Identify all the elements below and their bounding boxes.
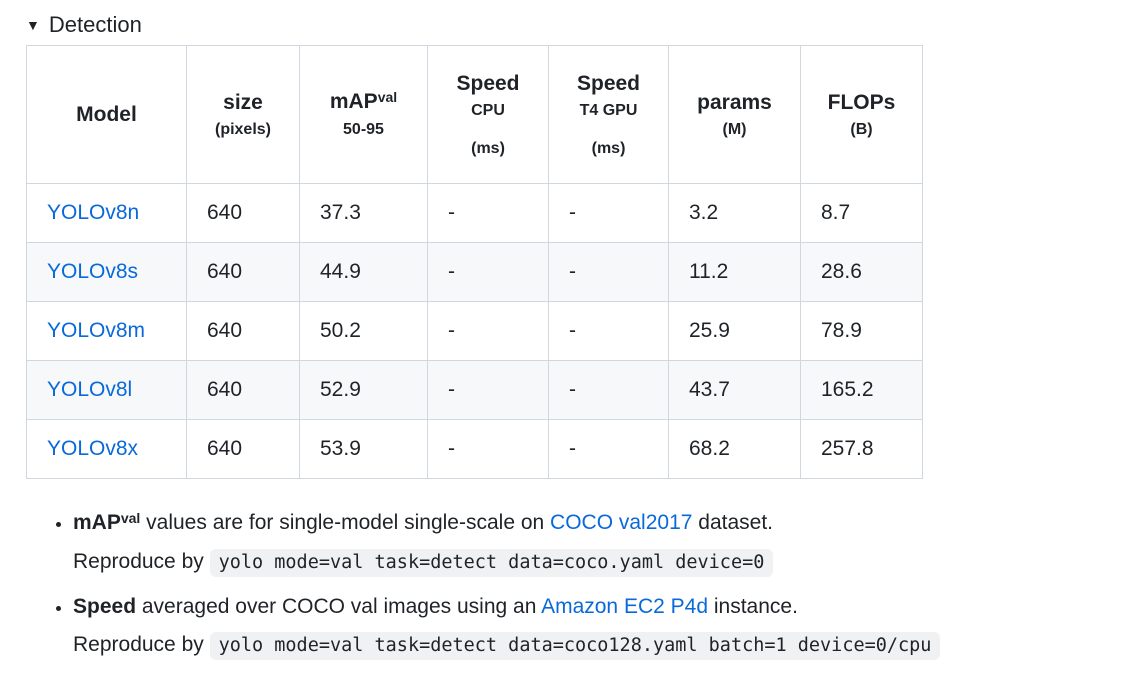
footnote-text-end: dataset.: [692, 511, 774, 534]
reproduce-label: Reproduce by: [73, 633, 210, 656]
speed-cpu-cell: -: [427, 242, 549, 302]
column-header-params: params (M): [668, 45, 801, 184]
map-superscript: val: [377, 88, 398, 105]
size-cell: 640: [186, 301, 300, 361]
map-cell: 53.9: [299, 419, 428, 479]
model-link-yolov8l[interactable]: YOLOv8l: [47, 378, 133, 401]
footnote-speed-text: Speed averaged over COCO val images usin…: [73, 592, 1100, 622]
table-footnotes: mAPval values are for single-model singl…: [26, 508, 1100, 661]
column-header-map: mAPval 50-95: [299, 45, 428, 184]
model-link-yolov8n[interactable]: YOLOv8n: [47, 201, 140, 224]
column-header-range: 50-95: [343, 121, 384, 138]
speed-cpu-cell: -: [427, 419, 549, 479]
flops-cell: 165.2: [800, 360, 923, 420]
column-header-label: Model: [76, 102, 137, 126]
detection-benchmark-table: Model size (pixels) mAPval 50-95 Speed C…: [26, 45, 923, 479]
column-header-unit: (B): [850, 120, 873, 138]
section-title: Detection: [48, 12, 142, 37]
table-row-yolov8m: YOLOv8m 640 50.2 - - 25.9 78.9: [26, 301, 923, 361]
map-cell: 44.9: [299, 242, 428, 302]
reproduce-command: yolo mode=val task=detect data=coco.yaml…: [209, 549, 774, 577]
model-cell: YOLOv8x: [26, 419, 187, 479]
model-cell: YOLOv8n: [26, 183, 187, 243]
footnote-speed-reproduce: Reproduce by yolo mode=val task=detect d…: [73, 630, 1100, 661]
table-row-yolov8n: YOLOv8n 640 37.3 - - 3.2 8.7: [26, 183, 923, 243]
footnote-map: mAPval values are for single-model singl…: [73, 508, 1100, 578]
coco-val2017-link[interactable]: COCO val2017: [550, 511, 693, 534]
size-cell: 640: [186, 183, 300, 243]
speed-cpu-cell: -: [427, 360, 549, 420]
speed-gpu-cell: -: [548, 301, 669, 361]
params-cell: 25.9: [668, 301, 801, 361]
table-header-row: Model size (pixels) mAPval 50-95 Speed C…: [26, 45, 923, 184]
column-header-unit: (M): [722, 120, 747, 138]
map-cell: 52.9: [299, 360, 428, 420]
column-header-label: size: [223, 90, 263, 114]
footnote-text: averaged over COCO val images using an: [136, 595, 542, 618]
map-cell: 50.2: [299, 301, 428, 361]
column-header-device: CPU: [471, 101, 505, 119]
speed-gpu-cell: -: [548, 360, 669, 420]
table-header: Model size (pixels) mAPval 50-95 Speed C…: [26, 45, 923, 184]
model-link-yolov8m[interactable]: YOLOv8m: [47, 319, 146, 342]
params-cell: 3.2: [668, 183, 801, 243]
model-cell: YOLOv8m: [26, 301, 187, 361]
size-cell: 640: [186, 242, 300, 302]
params-cell: 68.2: [668, 419, 801, 479]
speed-gpu-cell: -: [548, 242, 669, 302]
size-cell: 640: [186, 360, 300, 420]
column-header-model: Model: [26, 45, 187, 184]
footnote-map-text: mAPval values are for single-model singl…: [73, 508, 1100, 539]
speed-gpu-cell: -: [548, 419, 669, 479]
params-cell: 43.7: [668, 360, 801, 420]
footnote-bold-term: mAP: [73, 511, 121, 534]
column-header-speed-cpu: Speed CPU (ms): [427, 45, 549, 184]
params-cell: 11.2: [668, 242, 801, 302]
model-link-yolov8s[interactable]: YOLOv8s: [47, 260, 139, 283]
flops-cell: 257.8: [800, 419, 923, 479]
column-header-label: Speed: [576, 71, 641, 95]
table-body: YOLOv8n 640 37.3 - - 3.2 8.7 YOLOv8s 640…: [26, 183, 923, 479]
column-header-speed-gpu: Speed T4 GPU (ms): [548, 45, 669, 184]
footnote-superscript: val: [120, 509, 141, 526]
column-header-unit: (pixels): [214, 120, 271, 138]
disclosure-triangle-icon: ▼: [26, 17, 40, 33]
speed-cpu-cell: -: [427, 183, 549, 243]
column-header-unit: (ms): [591, 139, 626, 157]
footnote-text-end: instance.: [708, 595, 798, 618]
flops-cell: 78.9: [800, 301, 923, 361]
amazon-ec2-p4d-link[interactable]: Amazon EC2 P4d: [541, 595, 709, 618]
speed-gpu-cell: -: [548, 183, 669, 243]
footnote-speed: Speed averaged over COCO val images usin…: [73, 592, 1100, 661]
table-row-yolov8s: YOLOv8s 640 44.9 - - 11.2 28.6: [26, 242, 923, 302]
reproduce-label: Reproduce by: [73, 550, 210, 573]
detection-section-summary[interactable]: ▼ Detection: [26, 10, 1100, 40]
map-cell: 37.3: [299, 183, 428, 243]
table-row-yolov8x: YOLOv8x 640 53.9 - - 68.2 257.8: [26, 419, 923, 479]
column-header-label: Speed: [456, 71, 520, 95]
column-header-flops: FLOPs (B): [800, 45, 923, 184]
column-header-label: mAPval: [329, 88, 398, 113]
footnote-text: values are for single-model single-scale…: [140, 511, 551, 534]
table-row-yolov8l: YOLOv8l 640 52.9 - - 43.7 165.2: [26, 360, 923, 420]
column-header-size: size (pixels): [186, 45, 300, 184]
footnote-bold-term: Speed: [73, 595, 137, 618]
footnote-map-reproduce: Reproduce by yolo mode=val task=detect d…: [73, 547, 1100, 578]
column-header-label: params: [697, 90, 772, 114]
flops-cell: 8.7: [800, 183, 923, 243]
model-link-yolov8x[interactable]: YOLOv8x: [47, 437, 139, 460]
column-header-device: T4 GPU: [579, 101, 638, 119]
column-header-unit: (ms): [471, 139, 505, 157]
reproduce-command: yolo mode=val task=detect data=coco128.y…: [209, 632, 941, 660]
flops-cell: 28.6: [800, 242, 923, 302]
model-cell: YOLOv8s: [26, 242, 187, 302]
model-cell: YOLOv8l: [26, 360, 187, 420]
speed-cpu-cell: -: [427, 301, 549, 361]
size-cell: 640: [186, 419, 300, 479]
column-header-label: FLOPs: [827, 90, 896, 114]
